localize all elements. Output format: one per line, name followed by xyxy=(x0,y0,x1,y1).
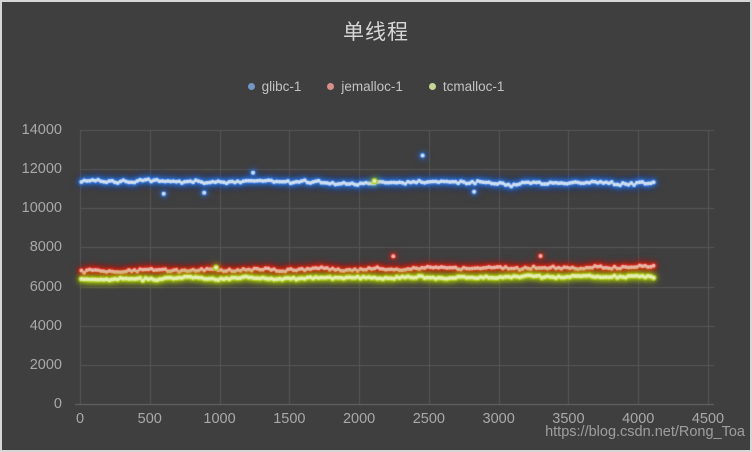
y-tick-label: 10000 xyxy=(21,200,62,217)
x-tick-label: 1500 xyxy=(273,411,306,427)
x-tick-label: 3000 xyxy=(482,411,515,427)
legend: glibc-1 jemalloc-1 tcmalloc-1 xyxy=(2,79,750,94)
x-tick-label: 2000 xyxy=(342,411,376,427)
x-tick-label: 1000 xyxy=(203,411,236,427)
y-tick-label: 14000 xyxy=(21,122,62,138)
legend-item-glibc: glibc-1 xyxy=(247,79,302,94)
x-tick-label: 4000 xyxy=(622,411,655,427)
legend-label-glibc: glibc-1 xyxy=(261,79,302,94)
y-tick-label: 8000 xyxy=(29,239,62,256)
x-tick-label: 4500 xyxy=(691,411,725,427)
chart-title: 单线程 xyxy=(343,21,409,44)
legend-label-jemalloc: jemalloc-1 xyxy=(341,79,403,94)
y-tick-label: 6000 xyxy=(29,278,62,295)
x-tick-label: 2500 xyxy=(412,411,445,427)
y-tick-label: 12000 xyxy=(21,161,62,178)
x-tick-label: 500 xyxy=(137,411,162,427)
y-tick-label: 4000 xyxy=(29,317,62,334)
legend-item-tcmalloc: tcmalloc-1 xyxy=(428,79,505,94)
legend-marker-tcmalloc-icon xyxy=(428,83,436,90)
y-tick-label: 2000 xyxy=(29,356,62,373)
x-tick-label: 0 xyxy=(75,411,85,427)
legend-label-tcmalloc: tcmalloc-1 xyxy=(442,79,505,94)
legend-marker-jemalloc-icon xyxy=(327,83,335,90)
legend-item-jemalloc: jemalloc-1 xyxy=(327,79,403,94)
legend-marker-glibc-icon xyxy=(247,83,255,90)
x-tick-label: 3500 xyxy=(552,411,585,427)
y-tick-label: 0 xyxy=(53,396,62,412)
